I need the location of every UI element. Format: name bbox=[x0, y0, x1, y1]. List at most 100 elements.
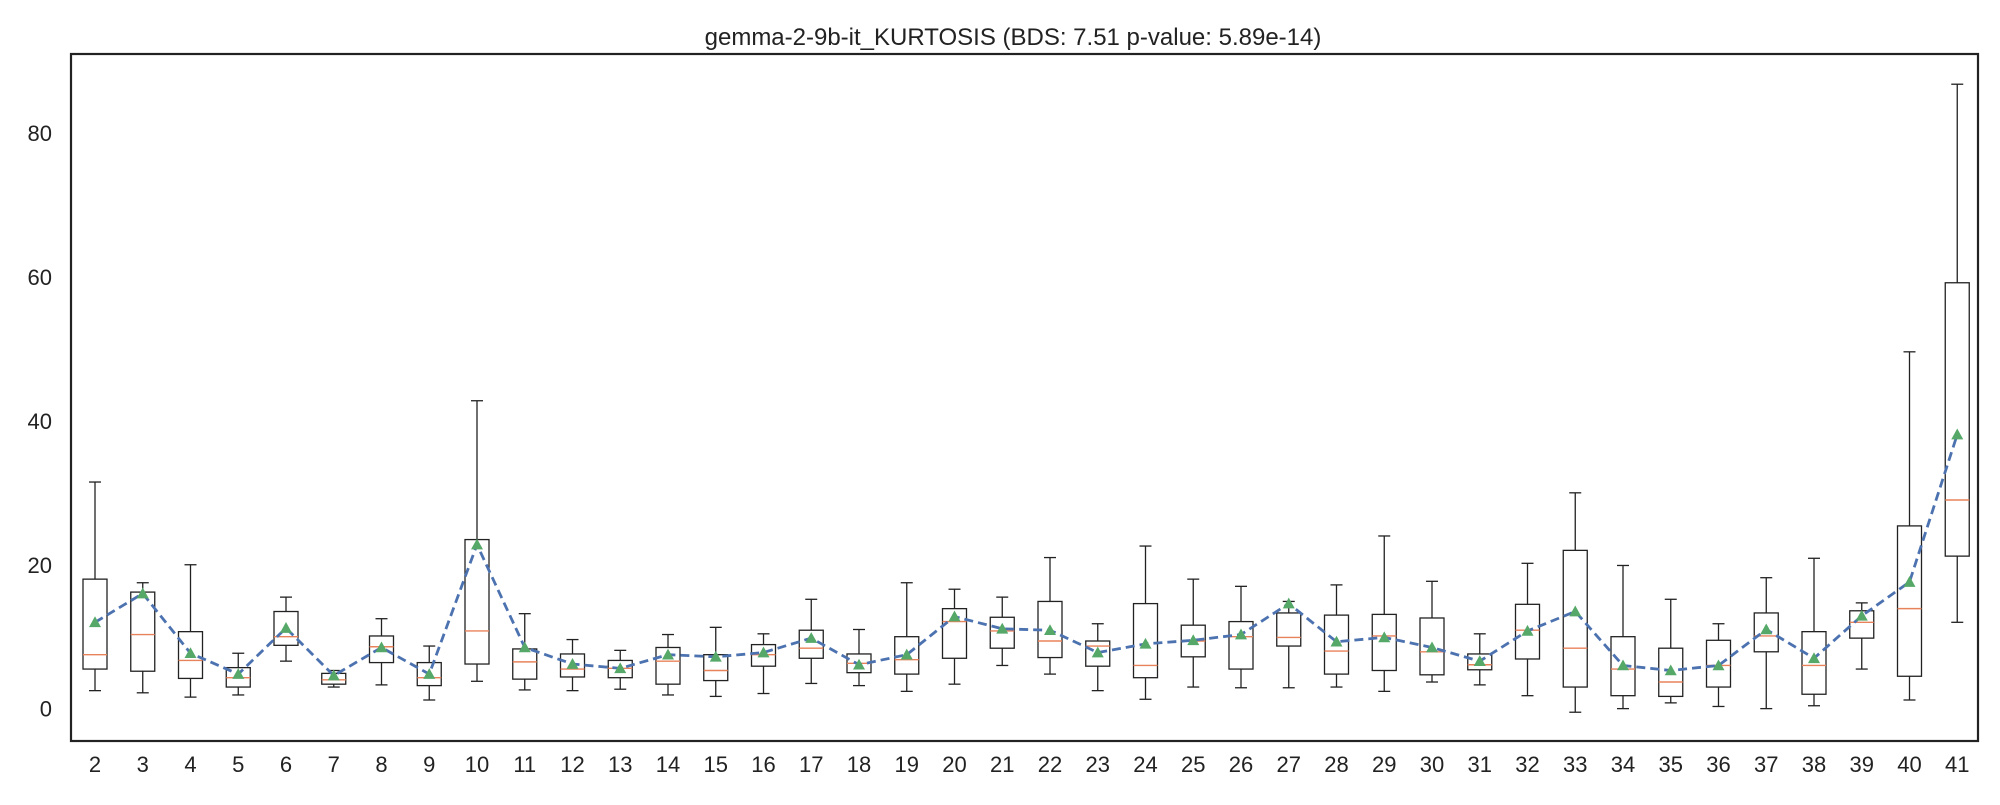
x-tick-label: 7 bbox=[328, 752, 340, 777]
x-tick-label: 17 bbox=[799, 752, 823, 777]
x-tick-label: 38 bbox=[1802, 752, 1826, 777]
mean-marker bbox=[423, 668, 436, 679]
x-tick-label: 23 bbox=[1086, 752, 1110, 777]
mean-marker bbox=[1760, 623, 1773, 635]
x-tick-label: 30 bbox=[1420, 752, 1444, 777]
mean-marker bbox=[996, 622, 1009, 634]
mean-marker bbox=[1951, 428, 1964, 440]
x-tick-label: 3 bbox=[137, 752, 149, 777]
x-tick-label: 31 bbox=[1468, 752, 1492, 777]
x-tick-label: 11 bbox=[513, 752, 536, 777]
mean-marker bbox=[1378, 631, 1391, 643]
mean-marker bbox=[136, 587, 149, 599]
mean-marker bbox=[1139, 637, 1152, 649]
mean-marker bbox=[1712, 659, 1725, 671]
x-tick-label: 25 bbox=[1181, 752, 1205, 777]
box-iqr bbox=[273, 610, 299, 646]
mean-marker bbox=[757, 646, 770, 658]
mean-marker bbox=[662, 648, 674, 660]
x-tick-label: 33 bbox=[1563, 752, 1587, 777]
mean-marker bbox=[1091, 646, 1104, 658]
mean-marker bbox=[805, 632, 818, 643]
x-tick-label: 4 bbox=[184, 752, 196, 777]
x-tick-label: 37 bbox=[1754, 752, 1778, 777]
mean-marker bbox=[900, 648, 913, 660]
x-tick-label: 39 bbox=[1850, 752, 1874, 777]
box-iqr bbox=[1753, 612, 1779, 653]
box-iqr bbox=[941, 607, 968, 659]
chart-title: gemma-2-9b-it_KURTOSIS (BDS: 7.51 p-valu… bbox=[705, 24, 1322, 51]
mean-marker bbox=[327, 669, 340, 681]
x-tick-label: 8 bbox=[375, 752, 387, 777]
box-iqr bbox=[1801, 631, 1827, 695]
box-iqr bbox=[82, 578, 108, 670]
mean-marker bbox=[1282, 597, 1295, 609]
y-tick-label: 20 bbox=[28, 553, 52, 578]
box-iqr bbox=[1705, 639, 1732, 688]
x-tick-label: 6 bbox=[280, 752, 292, 777]
box-iqr bbox=[607, 659, 633, 679]
mean-marker bbox=[1569, 605, 1582, 617]
y-tick-label: 0 bbox=[40, 697, 52, 722]
x-tick-label: 5 bbox=[232, 752, 244, 777]
mean-marker bbox=[184, 647, 197, 659]
mean-marker bbox=[566, 658, 579, 669]
box-iqr bbox=[1562, 549, 1588, 688]
mean-marker bbox=[89, 616, 101, 628]
x-tick-label: 26 bbox=[1229, 752, 1253, 777]
x-tick-label: 12 bbox=[560, 752, 584, 777]
box-iqr bbox=[1514, 603, 1541, 660]
x-tick-label: 24 bbox=[1133, 752, 1157, 777]
mean-marker bbox=[948, 610, 961, 622]
x-tick-label: 18 bbox=[847, 752, 871, 777]
mean-marker bbox=[1664, 664, 1677, 676]
x-tick-label: 32 bbox=[1515, 752, 1539, 777]
x-tick-label: 15 bbox=[704, 752, 728, 777]
x-tick-label: 20 bbox=[942, 752, 966, 777]
box-iqr bbox=[1610, 636, 1636, 697]
mean-marker bbox=[1235, 628, 1247, 640]
plot-frame bbox=[69, 52, 1980, 743]
x-tick-label: 14 bbox=[656, 752, 680, 777]
mean-marker bbox=[1473, 655, 1486, 666]
mean-marker bbox=[1808, 652, 1820, 664]
x-tick-label: 27 bbox=[1277, 752, 1301, 777]
x-tick-label: 16 bbox=[751, 752, 775, 777]
x-tick-label: 34 bbox=[1611, 752, 1635, 777]
mean-marker bbox=[518, 641, 531, 653]
box-iqr bbox=[655, 646, 681, 685]
mean-marker bbox=[1426, 641, 1438, 653]
x-tick-label: 2 bbox=[89, 752, 101, 777]
x-tick-label: 28 bbox=[1324, 752, 1348, 777]
mean-marker bbox=[1330, 635, 1343, 647]
mean-marker bbox=[1903, 576, 1916, 587]
x-tick-label: 21 bbox=[990, 752, 1014, 777]
mean-marker bbox=[471, 538, 483, 550]
x-tick-label: 9 bbox=[423, 752, 435, 777]
x-tick-label: 22 bbox=[1038, 752, 1062, 777]
y-tick-label: 60 bbox=[28, 265, 52, 290]
box-iqr bbox=[1944, 282, 1970, 557]
x-tick-label: 13 bbox=[608, 752, 632, 777]
mean-marker bbox=[375, 641, 388, 653]
mean-marker bbox=[1187, 634, 1200, 646]
box-iqr bbox=[177, 631, 204, 680]
y-tick-label: 80 bbox=[28, 121, 52, 146]
box-iqr bbox=[894, 636, 920, 675]
box-iqr bbox=[750, 643, 777, 667]
x-tick-label: 29 bbox=[1372, 752, 1396, 777]
mean-trend-line bbox=[94, 434, 1959, 677]
mean-marker bbox=[1044, 624, 1056, 636]
box-iqr bbox=[416, 661, 442, 687]
x-tick-label: 36 bbox=[1706, 752, 1730, 777]
box-iqr bbox=[368, 635, 395, 664]
mean-marker bbox=[1617, 659, 1629, 671]
mean-marker bbox=[1521, 624, 1534, 636]
box-iqr bbox=[1228, 620, 1254, 670]
box-iqr bbox=[989, 616, 1015, 649]
mean-marker bbox=[280, 622, 292, 633]
